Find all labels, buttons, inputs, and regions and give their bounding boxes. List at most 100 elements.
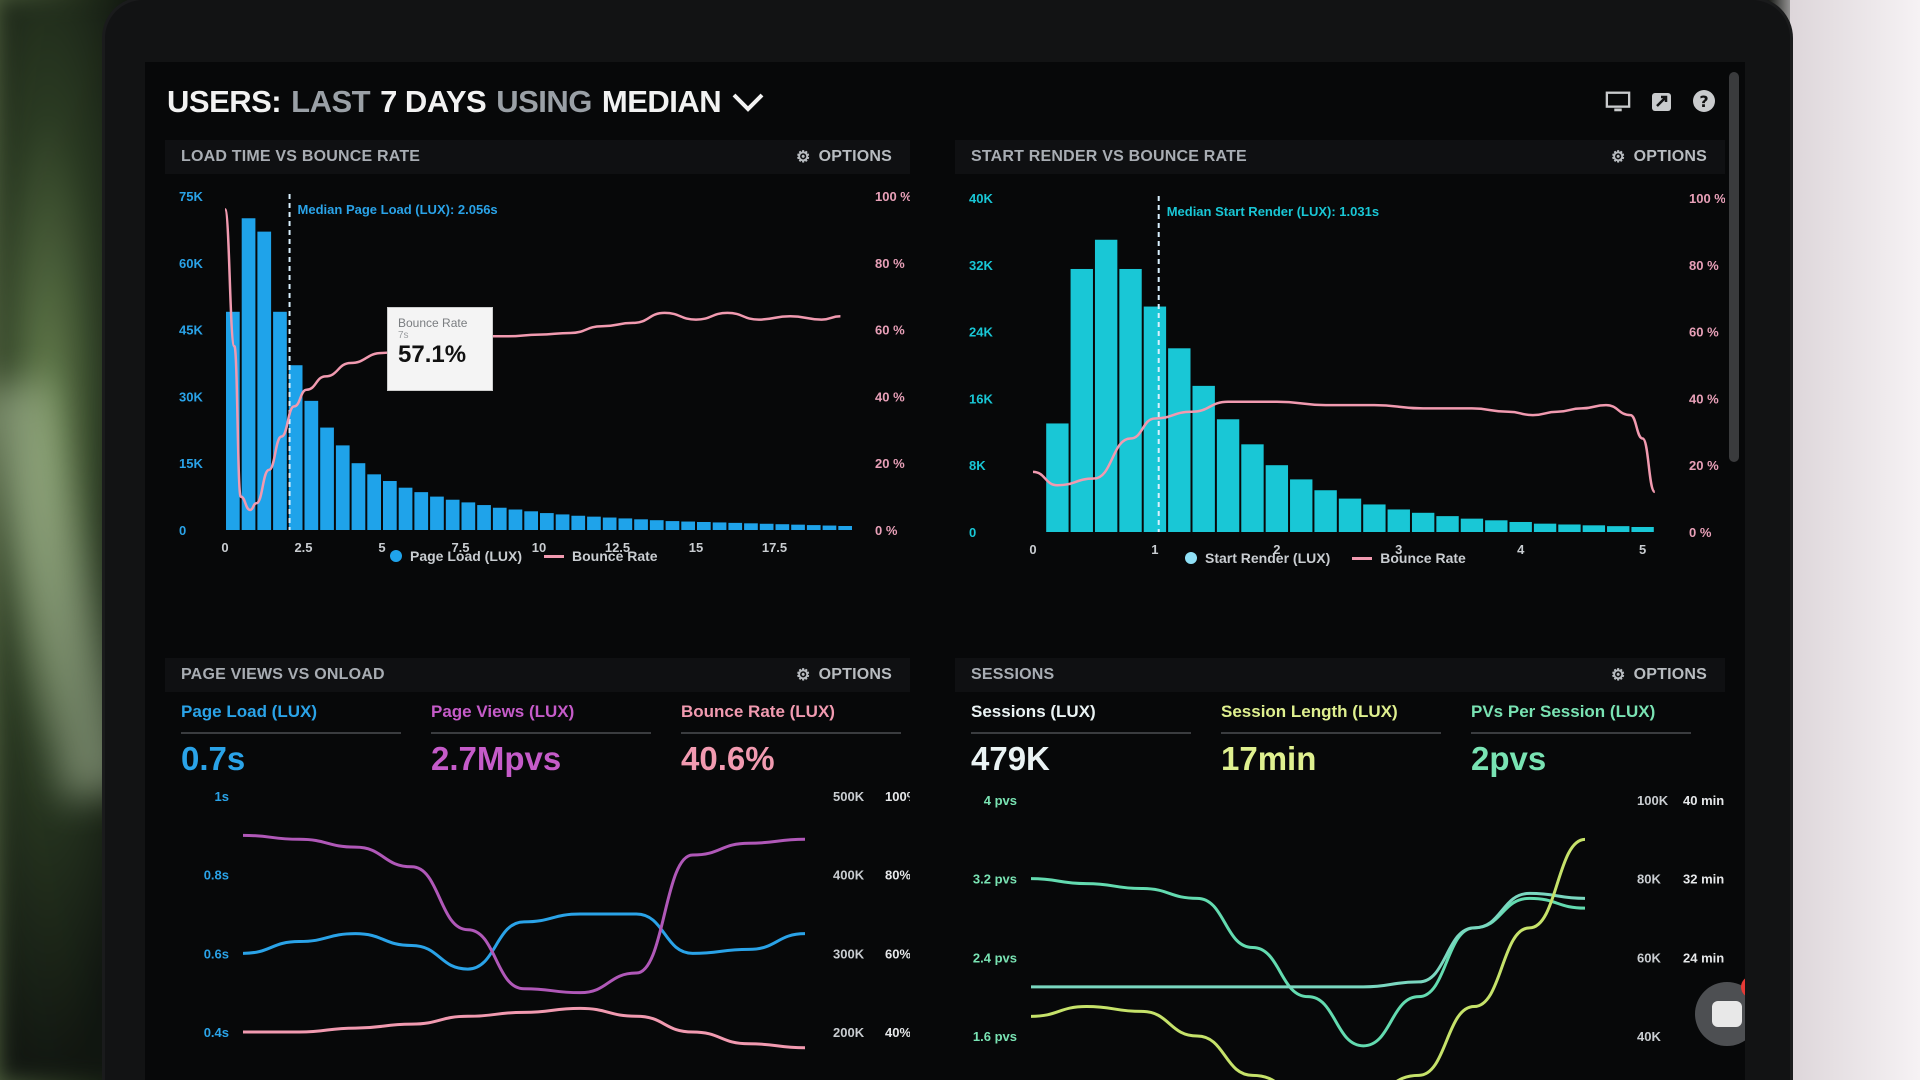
metric-row: Sessions (LUX) 479K Session Length (LUX)… [971, 702, 1691, 778]
histogram-bar [1168, 348, 1191, 532]
metric-row: Page Load (LUX) 0.7s Page Views (LUX) 2.… [181, 702, 901, 778]
panel-header: PAGE VIEWS VS ONLOAD ⚙ OPTIONS [165, 658, 910, 692]
metric-value: 0.7s [181, 740, 246, 777]
y3-tick-label: 40 min [1683, 793, 1724, 808]
y2-tick-label: 100 % [1689, 191, 1725, 206]
tooltip-value: 57.1% [398, 341, 467, 368]
title-part: 7 DAYS [380, 84, 487, 119]
x-tick-label: 0 [1029, 542, 1036, 557]
metric-sessions[interactable]: Sessions (LUX) 479K [971, 702, 1191, 778]
histogram-bar [351, 463, 366, 530]
legend-item[interactable]: Start Render (LUX) [1185, 550, 1330, 566]
legend-item[interactable]: Bounce Rate [544, 548, 658, 564]
wall-background [1790, 0, 1920, 1080]
notification-badge: 4 [1741, 976, 1745, 998]
options-button[interactable]: ⚙ OPTIONS [1611, 147, 1707, 167]
title-part: USING [496, 84, 592, 119]
histogram-bar [744, 523, 758, 530]
tooltip-title: Bounce Rate [398, 316, 468, 330]
histogram-bar [806, 525, 821, 530]
x-tick-label: 15 [689, 540, 703, 555]
panel-title: SESSIONS [971, 666, 1055, 683]
title-part: USERS: [167, 84, 282, 119]
histogram-bar [257, 231, 272, 531]
help-icon[interactable]: ? [1693, 90, 1715, 112]
panel-page-views: PAGE VIEWS VS ONLOAD ⚙ OPTIONS Page Load … [165, 658, 910, 1080]
legend-label: Bounce Rate [572, 548, 658, 564]
gear-icon: ⚙ [796, 149, 811, 166]
options-label: OPTIONS [1633, 666, 1707, 683]
histogram-bar [1241, 444, 1264, 532]
x-tick-label: 2.5 [294, 540, 312, 555]
histogram-bar [791, 524, 805, 530]
page-title[interactable]: USERS: LAST 7 DAYS USING MEDIAN [167, 82, 765, 122]
options-button[interactable]: ⚙ OPTIONS [796, 665, 892, 685]
histogram-bar [1509, 521, 1532, 532]
y3-tick-label: 32 min [1683, 872, 1724, 887]
legend-item[interactable]: Bounce Rate [1352, 550, 1466, 566]
metric-bounce-rate[interactable]: Bounce Rate (LUX) 40.6% [681, 702, 901, 778]
legend-swatch [1352, 556, 1373, 560]
y2-tick-label: 80 % [875, 256, 905, 271]
chevron-down-icon[interactable] [731, 90, 765, 114]
y2-tick-label: 60K [1637, 950, 1661, 965]
y-tick-label: 40K [969, 191, 993, 206]
legend-label: Start Render (LUX) [1205, 550, 1331, 566]
histogram-bar [1436, 516, 1459, 532]
histogram-bar [838, 525, 852, 530]
legend-label: Page Load (LUX) [410, 548, 523, 564]
monitor-icon[interactable] [1605, 90, 1631, 114]
header-toolbar: ? [1605, 90, 1715, 114]
y-tick-label: 75K [179, 189, 203, 204]
sessions-chart: 4 pvs 3.2 pvs 2.4 pvs 1.6 pvs 100K 80K 60K 40K 4… [973, 793, 1724, 1080]
metric-pvs-per-session[interactable]: PVs Per Session (LUX) 2pvs [1471, 702, 1691, 778]
metric-value: 17min [1221, 740, 1317, 777]
panel-start-render: START RENDER VS BOUNCE RATE ⚙ OPTIONS 0 8K… [955, 140, 1725, 580]
options-button[interactable]: ⚙ OPTIONS [796, 147, 892, 167]
scrollbar[interactable] [1729, 72, 1739, 462]
histogram-bar [1070, 268, 1093, 532]
series-line [243, 1006, 806, 1050]
histogram-bar [1533, 523, 1557, 532]
histogram-bar [759, 523, 774, 530]
x-tick-label: 12.5 [605, 540, 630, 555]
share-icon[interactable] [1649, 90, 1675, 114]
y-tick-label: 0 [969, 525, 976, 540]
y2-tick-label: 60 % [875, 323, 905, 338]
histogram-bar [1338, 498, 1362, 532]
metric-label: Sessions (LUX) [971, 702, 1191, 734]
y-tick-label: 0.4s [204, 1025, 229, 1040]
histogram-bar [1582, 525, 1606, 532]
metric-page-views[interactable]: Page Views (LUX) 2.7Mpvs [431, 702, 651, 778]
chat-button[interactable]: 4 [1695, 976, 1745, 1046]
panel-header: START RENDER VS BOUNCE RATE ⚙ OPTIONS [955, 140, 1725, 174]
y2-tick-label: 0 % [1689, 525, 1712, 540]
x-tick-label: 10 [532, 540, 546, 555]
y3-tick-label: 80% [885, 868, 910, 883]
histogram-bar [602, 517, 617, 530]
histogram-bar [649, 520, 664, 530]
options-button[interactable]: ⚙ OPTIONS [1611, 665, 1707, 685]
y2-tick-label: 100 % [875, 189, 910, 204]
y2-tick-label: 200K [833, 1025, 865, 1040]
x-tick-label: 0 [221, 540, 228, 555]
y-tick-label: 24K [969, 325, 993, 340]
legend-swatch [1185, 552, 1197, 564]
bounce-rate-line [1032, 400, 1657, 494]
histogram-bar [288, 365, 303, 530]
metric-value: 479K [971, 740, 1050, 777]
metric-page-load[interactable]: Page Load (LUX) 0.7s [181, 702, 401, 778]
metric-label: Page Views (LUX) [431, 702, 651, 734]
histogram-bar [571, 515, 586, 530]
y-tick-label: 0.6s [204, 946, 229, 961]
x-tick-label: 4 [1517, 542, 1525, 557]
panel-title: LOAD TIME VS BOUNCE RATE [181, 148, 421, 165]
y2-tick-label: 40 % [1689, 391, 1719, 406]
tooltip-sub: 7s [398, 330, 409, 341]
metric-session-length[interactable]: Session Length (LUX) 17min [1221, 702, 1441, 778]
legend-item[interactable]: Page Load (LUX) [390, 548, 522, 564]
histogram-bar [398, 487, 413, 530]
histogram-bar [1631, 526, 1654, 532]
histogram-bar [1119, 268, 1142, 532]
metric-label: Bounce Rate (LUX) [681, 702, 901, 734]
